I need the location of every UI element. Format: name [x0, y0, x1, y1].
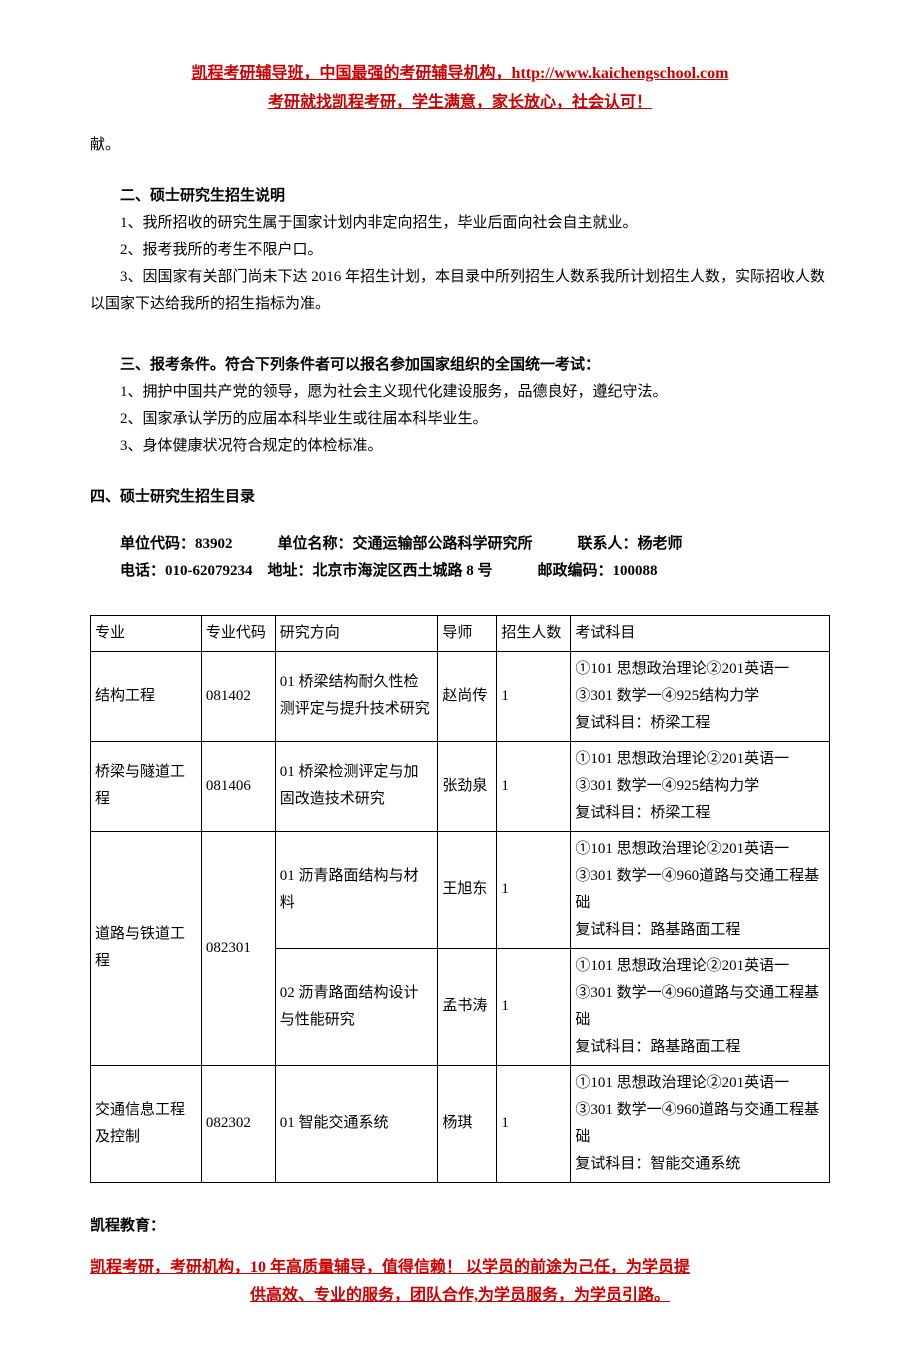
cell-direction: 01 桥梁结构耐久性检测评定与提升技术研究	[275, 651, 438, 741]
th-major: 专业	[91, 615, 202, 651]
table-row: 交通信息工程及控制 082302 01 智能交通系统 杨琪 1 ①101 思想政…	[91, 1065, 830, 1182]
cell-direction: 02 沥青路面结构设计与性能研究	[275, 948, 438, 1065]
admissions-table: 专业 专业代码 研究方向 导师 招生人数 考试科目 结构工程 081402 01…	[90, 615, 830, 1183]
cell-code: 082301	[201, 831, 275, 1065]
cell-code: 081406	[201, 741, 275, 831]
cell-num: 1	[497, 831, 571, 948]
cell-major: 结构工程	[91, 651, 202, 741]
section3-item-2: 2、国家承认学历的应届本科毕业生或往届本科毕业生。	[90, 406, 830, 433]
cell-tutor: 王旭东	[438, 831, 497, 948]
th-direction: 研究方向	[275, 615, 438, 651]
cell-major: 道路与铁道工程	[91, 831, 202, 1065]
cell-code: 082302	[201, 1065, 275, 1182]
section3-title: 三、报考条件。符合下列条件者可以报名参加国家组织的全国统一考试：	[90, 352, 830, 379]
section3-item-3: 3、身体健康状况符合规定的体检标准。	[90, 433, 830, 460]
section3-item-1: 1、拥护中国共产党的领导，愿为社会主义现代化建设服务，品德良好，遵纪守法。	[90, 379, 830, 406]
leading-fragment: 献。	[90, 132, 830, 159]
th-code: 专业代码	[201, 615, 275, 651]
section2-item-1: 1、我所招收的研究生属于国家计划内非定向招生，毕业后面向社会自主就业。	[90, 210, 830, 237]
table-header-row: 专业 专业代码 研究方向 导师 招生人数 考试科目	[91, 615, 830, 651]
cell-tutor: 张劲泉	[438, 741, 497, 831]
cell-major: 交通信息工程及控制	[91, 1065, 202, 1182]
table-row: 桥梁与隧道工程 081406 01 桥梁检测评定与加固改造技术研究 张劲泉 1 …	[91, 741, 830, 831]
cell-tutor: 孟书涛	[438, 948, 497, 1065]
cell-direction: 01 沥青路面结构与材料	[275, 831, 438, 948]
cell-num: 1	[497, 948, 571, 1065]
cell-major: 桥梁与隧道工程	[91, 741, 202, 831]
th-num: 招生人数	[497, 615, 571, 651]
cell-exam: ①101 思想政治理论②201英语一③301 数学一④960道路与交通工程基础 …	[571, 948, 830, 1065]
cell-exam: ①101 思想政治理论②201英语一③301 数学一④925结构力学 复试科目：…	[571, 741, 830, 831]
section2-item-2: 2、报考我所的考生不限户口。	[90, 237, 830, 264]
meta-row-2: 电话：010-62079234 地址：北京市海淀区西土城路 8 号 邮政编码：1…	[90, 558, 830, 585]
section4-title: 四、硕士研究生招生目录	[90, 484, 830, 511]
cell-exam: ①101 思想政治理论②201英语一③301 数学一④925结构力学 复试科目：…	[571, 651, 830, 741]
footer-line-1: 凯程考研，考研机构，10 年高质量辅导，值得信赖！ 以学员的前途为己任，为学员提	[90, 1254, 830, 1283]
header-line-2: 考研就找凯程考研，学生满意，家长放心，社会认可！	[90, 89, 830, 118]
table-row: 结构工程 081402 01 桥梁结构耐久性检测评定与提升技术研究 赵尚传 1 …	[91, 651, 830, 741]
table-row: 道路与铁道工程 082301 01 沥青路面结构与材料 王旭东 1 ①101 思…	[91, 831, 830, 948]
cell-code: 081402	[201, 651, 275, 741]
cell-direction: 01 智能交通系统	[275, 1065, 438, 1182]
cell-exam: ①101 思想政治理论②201英语一③301 数学一④960道路与交通工程基础 …	[571, 831, 830, 948]
footer-line-2: 供高效、专业的服务，团队合作,为学员服务，为学员引路。	[90, 1282, 830, 1311]
cell-tutor: 赵尚传	[438, 651, 497, 741]
section2-item-3: 3、因国家有关部门尚未下达 2016 年招生计划，本目录中所列招生人数系我所计划…	[90, 264, 830, 318]
footer-brand: 凯程教育：	[90, 1213, 830, 1240]
cell-exam: ①101 思想政治理论②201英语一③301 数学一④960道路与交通工程基础 …	[571, 1065, 830, 1182]
th-exam: 考试科目	[571, 615, 830, 651]
cell-num: 1	[497, 651, 571, 741]
cell-num: 1	[497, 741, 571, 831]
cell-direction: 01 桥梁检测评定与加固改造技术研究	[275, 741, 438, 831]
meta-row-1: 单位代码：83902 单位名称：交通运输部公路科学研究所 联系人：杨老师	[90, 531, 830, 558]
header-line-1: 凯程考研辅导班，中国最强的考研辅导机构，http://www.kaichengs…	[90, 60, 830, 89]
cell-num: 1	[497, 1065, 571, 1182]
th-tutor: 导师	[438, 615, 497, 651]
cell-tutor: 杨琪	[438, 1065, 497, 1182]
section2-title: 二、硕士研究生招生说明	[90, 183, 830, 210]
